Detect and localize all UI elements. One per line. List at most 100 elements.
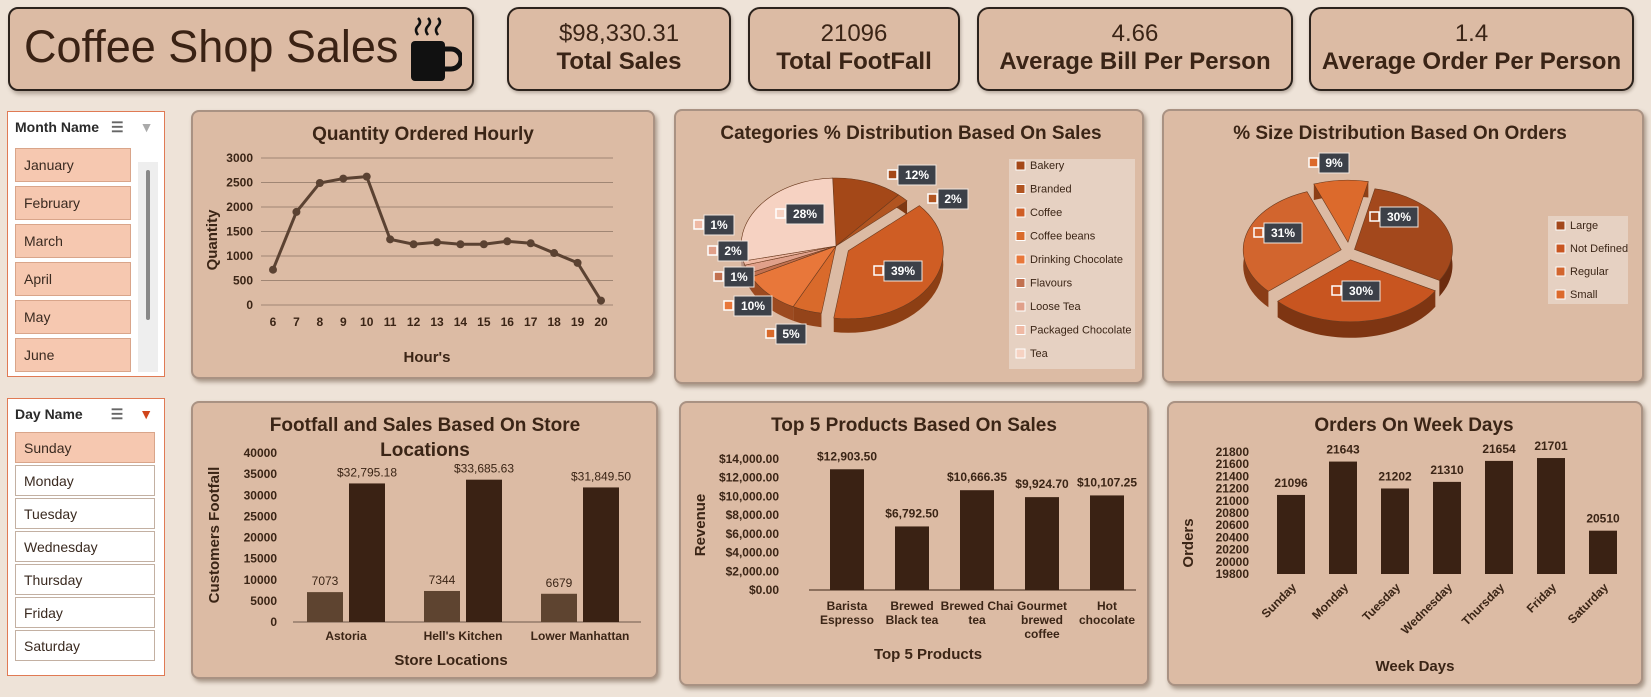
kpi-total-sales: $98,330.31 Total Sales: [507, 7, 731, 91]
svg-text:10%: 10%: [741, 299, 765, 313]
legend-item: Flavours: [1015, 278, 1073, 290]
slicer-scrollbar[interactable]: [138, 162, 158, 372]
x-tick-label: chocolate: [1079, 613, 1135, 627]
bar-sales: [349, 483, 385, 622]
slicer-scrollbar-thumb[interactable]: [146, 170, 150, 320]
bar: [830, 469, 864, 590]
x-tick-label: Hell's Kitchen: [424, 629, 503, 643]
y-tick-label: $2,000.00: [726, 564, 780, 578]
slicer-item-may[interactable]: May: [15, 300, 131, 334]
data-point: [315, 178, 324, 187]
bar: [1025, 497, 1059, 590]
data-label: 21701: [1534, 439, 1568, 453]
kpi-average-order: 1.4 Average Order Per Person: [1309, 7, 1634, 91]
top-products-chart: Top 5 Products Based On Sales $0.00 $2,00…: [679, 401, 1149, 686]
x-tick-label: Espresso: [820, 613, 874, 627]
data-label: $10,107.25: [1077, 475, 1137, 489]
y-tick-label: 25000: [244, 509, 278, 523]
slicer-item-march[interactable]: March: [15, 224, 131, 258]
data-label: 30%: [1369, 206, 1419, 228]
bar-sales: [466, 479, 502, 622]
svg-text:28%: 28%: [793, 207, 817, 221]
slicer-item-friday[interactable]: Friday: [15, 597, 155, 628]
data-label: 21654: [1482, 442, 1516, 456]
data-label: $33,685.63: [454, 462, 514, 476]
y-tick-label: 35000: [244, 467, 278, 481]
x-tick-label: 7: [293, 315, 300, 329]
y-tick-label: $6,000.00: [726, 527, 780, 541]
data-label: 20510: [1586, 512, 1620, 526]
slicer-item-thursday[interactable]: Thursday: [15, 564, 155, 595]
svg-text:5%: 5%: [782, 327, 800, 341]
y-tick-label: 5000: [250, 594, 277, 608]
svg-text:Drinking Chocolate: Drinking Chocolate: [1030, 254, 1123, 266]
x-tick-label: tea: [968, 613, 986, 627]
slicer-item-june[interactable]: June: [15, 338, 131, 372]
slicer-item-february[interactable]: February: [15, 186, 131, 220]
slicer-item-wednesday[interactable]: Wednesday: [15, 531, 155, 562]
kpi-average-bill: 4.66 Average Bill Per Person: [977, 7, 1293, 91]
slicer-item-sunday[interactable]: Sunday: [15, 432, 155, 463]
data-point: [597, 296, 605, 305]
svg-text:12%: 12%: [905, 168, 929, 182]
x-tick-label: 11: [384, 315, 397, 329]
pie-slice-side: [833, 205, 944, 333]
y-tick-label: 20800: [1216, 506, 1250, 520]
x-tick-label: Brewed Chai: [941, 599, 1014, 613]
svg-text:Regular: Regular: [1570, 266, 1609, 278]
legend-item: Large: [1555, 220, 1598, 232]
bar: [1485, 460, 1513, 574]
slicer-header-label: Day Name: [15, 406, 83, 422]
pie-slice-side: [1277, 290, 1436, 338]
y-axis-title: Revenue: [692, 494, 709, 557]
x-tick-label: Astoria: [325, 629, 367, 643]
kpi-label: Total Sales: [556, 48, 682, 75]
y-tick-label: 15000: [244, 552, 278, 566]
multi-select-icon[interactable]: ☰: [110, 405, 124, 422]
chart-title: % Size Distribution Based On Orders: [1233, 123, 1567, 144]
slicer-item-tuesday[interactable]: Tuesday: [15, 498, 155, 529]
legend-item: Regular: [1555, 266, 1609, 278]
x-tick-label: 10: [360, 315, 374, 329]
bar: [1381, 488, 1409, 574]
svg-text:Coffee: Coffee: [1030, 207, 1062, 219]
clear-filter-icon[interactable]: ▼: [139, 118, 154, 135]
svg-text:Loose Tea: Loose Tea: [1030, 301, 1081, 313]
kpi-value: 4.66: [1111, 20, 1159, 47]
y-tick-label: 21400: [1216, 469, 1250, 483]
clear-filter-icon[interactable]: ▼: [139, 405, 154, 422]
slicer-item-january[interactable]: January: [15, 148, 131, 182]
y-tick-label: 20600: [1216, 518, 1250, 532]
chart-title-line-2: Locations: [380, 440, 470, 461]
data-label: $12,903.50: [817, 449, 877, 463]
y-tick-label: 1500: [226, 225, 253, 239]
x-tick-label: brewed: [1021, 613, 1063, 627]
y-tick-label: 19800: [1216, 567, 1250, 581]
x-axis-title: Hour's: [404, 349, 451, 366]
data-point: [386, 235, 395, 244]
y-tick-label: 10000: [244, 573, 278, 587]
svg-text:Coffee beans: Coffee beans: [1030, 231, 1096, 243]
svg-text:31%: 31%: [1271, 226, 1295, 240]
x-tick-label: Wednesday: [1398, 580, 1455, 637]
bar: [895, 526, 929, 590]
x-tick-label: coffee: [1024, 627, 1060, 641]
multi-select-icon[interactable]: ☰: [111, 118, 124, 135]
slicer-item-april[interactable]: April: [15, 262, 131, 296]
legend-item: Coffee: [1015, 207, 1062, 219]
svg-text:2%: 2%: [724, 244, 742, 258]
svg-text:30%: 30%: [1349, 284, 1373, 298]
chart-title: Top 5 Products Based On Sales: [771, 415, 1057, 436]
x-tick-label: Tuesday: [1359, 580, 1403, 624]
y-tick-label: $8,000.00: [726, 508, 780, 522]
chart-title-line-1: Footfall and Sales Based On Store: [270, 415, 580, 436]
data-label: 2%: [707, 240, 749, 262]
slicer-header: Day Name ☰ ▼: [8, 399, 164, 429]
data-label: 39%: [873, 260, 923, 282]
slicer-item-saturday[interactable]: Saturday: [15, 630, 155, 661]
slicer-item-monday[interactable]: Monday: [15, 465, 155, 496]
size-pie-chart: % Size Distribution Based On Orders 30% 3…: [1162, 109, 1644, 383]
bar: [1090, 495, 1124, 590]
bar-sales: [583, 487, 619, 622]
y-tick-label: 21000: [1216, 494, 1250, 508]
